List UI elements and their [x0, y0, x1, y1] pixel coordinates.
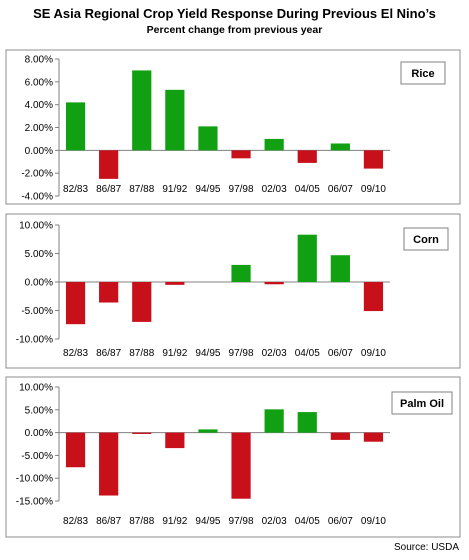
y-tick-label: -4.00% [21, 192, 53, 203]
bar [330, 143, 350, 151]
x-tick-label: 94/95 [195, 516, 220, 527]
bar [132, 282, 152, 322]
bar [330, 255, 350, 282]
x-tick-label: 87/88 [129, 184, 154, 195]
bar [231, 432, 251, 499]
legend-box [403, 227, 449, 251]
bar [363, 432, 384, 442]
x-tick-label: 91/92 [162, 184, 187, 195]
legend-label: Corn [413, 234, 439, 246]
bar [198, 126, 218, 151]
y-tick-label: -15.00% [16, 497, 53, 508]
y-tick-label: 5.00% [25, 249, 53, 260]
bar [231, 264, 251, 282]
x-tick-label: 02/03 [262, 184, 287, 195]
x-tick-label: 09/10 [361, 348, 386, 359]
y-tick-label: -5.00% [21, 306, 53, 317]
y-tick-label: 0.00% [25, 146, 53, 157]
x-tick-label: 09/10 [361, 516, 386, 527]
x-tick-label: 02/03 [262, 516, 287, 527]
bar [231, 150, 251, 159]
x-tick-label: 09/10 [361, 184, 386, 195]
x-tick-label: 06/07 [328, 348, 353, 359]
corn-chart: 10.00% 5.00% 0.00% -5.00% -10.00% 82/83 86/87 8… [5, 213, 461, 369]
bar [297, 150, 317, 163]
bar [165, 432, 185, 449]
legend-label: Rice [411, 68, 434, 80]
palm-oil-chart: 10.00% 5.00% 0.00% -5.00% -10.00% -15.00% 82/8… [5, 376, 461, 538]
x-tick-label: 06/07 [328, 184, 353, 195]
x-tick-label: 91/92 [162, 348, 187, 359]
bar [297, 234, 317, 282]
bar [198, 429, 218, 433]
x-tick-label: 02/03 [262, 348, 287, 359]
bar [165, 282, 185, 285]
x-tick-label: 04/05 [295, 516, 320, 527]
y-tick-label: 10.00% [19, 383, 53, 394]
y-tick-label: 4.00% [25, 100, 53, 111]
y-tick-label: 6.00% [25, 77, 53, 88]
rice-chart: 8.00% 6.00% 4.00% 2.00% 0.00% -2.00% -4.00% 82/… [5, 49, 461, 205]
legend-box [400, 61, 446, 85]
chart-title: SE Asia Regional Crop Yield Response Dur… [33, 6, 436, 21]
chart-subtitle: Percent change from previous year [146, 24, 323, 36]
bar [165, 89, 185, 151]
bar [297, 412, 317, 433]
x-tick-label: 97/98 [229, 348, 254, 359]
bar [363, 282, 384, 312]
bar [264, 138, 284, 151]
bar [99, 282, 119, 303]
x-tick-label: 94/95 [195, 184, 220, 195]
x-tick-label: 91/92 [162, 516, 187, 527]
x-tick-label: 97/98 [229, 516, 254, 527]
legend-box [391, 391, 453, 415]
y-tick-label: -2.00% [21, 169, 53, 180]
bar [65, 432, 86, 468]
x-tick-label: 04/05 [295, 184, 320, 195]
bar [99, 150, 119, 179]
legend-label: Palm Oil [400, 398, 444, 410]
source-note: Source: USDA [393, 542, 459, 553]
x-tick-label: 86/87 [96, 184, 121, 195]
bar [65, 282, 86, 325]
bar [132, 70, 152, 151]
bar [264, 409, 284, 433]
x-tick-label: 82/83 [63, 184, 88, 195]
x-tick-label: 87/88 [129, 348, 154, 359]
y-tick-label: -5.00% [21, 451, 53, 462]
x-tick-label: 87/88 [129, 516, 154, 527]
bar [264, 282, 284, 285]
y-tick-label: 5.00% [25, 405, 53, 416]
y-tick-label: 10.00% [19, 221, 53, 232]
y-tick-label: 2.00% [25, 123, 53, 134]
y-tick-label: -10.00% [16, 335, 53, 346]
y-tick-label: -10.00% [16, 474, 53, 485]
bar [99, 432, 119, 496]
x-tick-label: 86/87 [96, 348, 121, 359]
x-tick-label: 97/98 [229, 184, 254, 195]
x-tick-label: 86/87 [96, 516, 121, 527]
bar [132, 432, 152, 434]
x-tick-label: 82/83 [63, 516, 88, 527]
x-tick-label: 82/83 [63, 348, 88, 359]
x-tick-label: 06/07 [328, 516, 353, 527]
bar [330, 432, 350, 440]
y-tick-label: 0.00% [25, 278, 53, 289]
y-tick-label: 8.00% [25, 55, 53, 66]
bar [363, 150, 384, 169]
y-tick-label: 0.00% [25, 428, 53, 439]
x-tick-label: 04/05 [295, 348, 320, 359]
x-tick-label: 94/95 [195, 348, 220, 359]
bar [65, 102, 86, 151]
